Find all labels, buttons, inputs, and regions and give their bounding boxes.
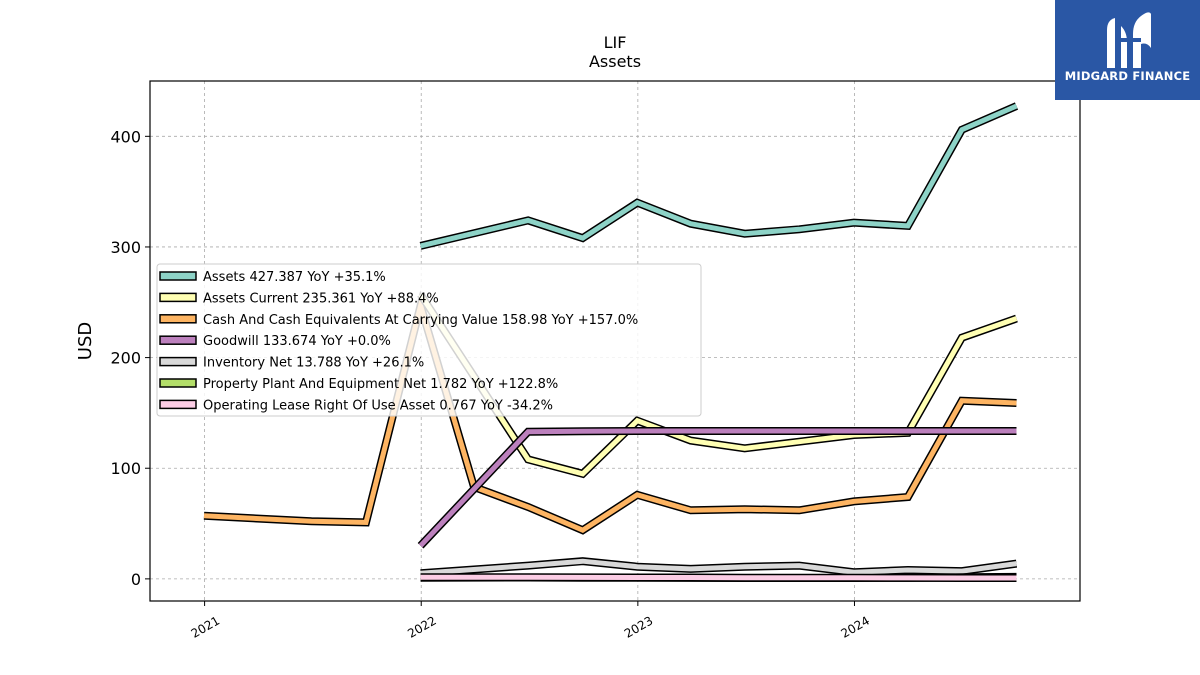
legend-box bbox=[156, 263, 702, 417]
x-tick-label: 2021 bbox=[189, 613, 222, 640]
brand-name: MIDGARD FINANCE bbox=[1064, 69, 1191, 83]
legend: Assets 427.387 YoY +35.1% Assets Current … bbox=[156, 263, 702, 417]
legend-swatch bbox=[159, 378, 197, 388]
legend-swatch bbox=[159, 399, 197, 410]
legend-label: Property Plant And Equipment Net 1.782 Y… bbox=[203, 377, 558, 392]
y-tick-label: 0 bbox=[131, 570, 141, 589]
series-layer bbox=[203, 102, 1019, 582]
legend-label: Cash And Cash Equivalents At Carrying Va… bbox=[203, 313, 638, 328]
series-line-stroke bbox=[418, 293, 1018, 477]
legend-item: Inventory Net 13.788 YoY +26.1% bbox=[159, 356, 424, 371]
legend-item: Property Plant And Equipment Net 1.782 Y… bbox=[159, 377, 558, 392]
x-axis: 2021 2022 2023 2024 bbox=[189, 601, 872, 641]
plot-frame bbox=[149, 80, 1081, 602]
legend-label: Assets Current 235.361 YoY +88.4% bbox=[203, 291, 439, 306]
series-line-stroke bbox=[420, 558, 1017, 576]
series-line-stroke bbox=[203, 296, 1017, 534]
legend-item: Operating Lease Right Of Use Asset 0.767… bbox=[159, 398, 553, 413]
y-axis-label: USD bbox=[75, 322, 96, 360]
y-tick-label: 400 bbox=[110, 127, 141, 146]
series-line bbox=[419, 102, 1019, 250]
y-tick-label: 300 bbox=[110, 238, 141, 257]
chart-title: LIF bbox=[604, 33, 627, 52]
series-line bbox=[420, 557, 1018, 578]
chart-subtitle: Assets bbox=[589, 52, 641, 71]
legend-label: Goodwill 133.674 YoY +0.0% bbox=[203, 334, 391, 349]
legend-label: Inventory Net 13.788 YoY +26.1% bbox=[203, 356, 424, 371]
midgard-logo-icon bbox=[1107, 12, 1151, 68]
series-line bbox=[417, 427, 1017, 549]
x-tick-label: 2023 bbox=[622, 613, 655, 640]
series-line bbox=[417, 292, 1018, 479]
series-line bbox=[420, 573, 1017, 582]
legend-item: Assets 427.387 YoY +35.1% bbox=[159, 270, 386, 285]
x-tick-label: 2022 bbox=[405, 613, 438, 640]
legend-swatch bbox=[159, 314, 197, 324]
legend-label: Assets 427.387 YoY +35.1% bbox=[203, 270, 386, 285]
y-tick-label: 200 bbox=[110, 349, 141, 368]
x-tick-label: 2024 bbox=[839, 613, 872, 640]
series-line bbox=[203, 290, 1017, 535]
series-line-stroke bbox=[420, 103, 1018, 249]
legend-item: Assets Current 235.361 YoY +88.4% bbox=[159, 291, 439, 306]
legend-swatch bbox=[159, 335, 197, 345]
legend-swatch bbox=[159, 356, 197, 367]
y-axis: 0 100 200 300 400 bbox=[110, 127, 150, 589]
brand-logo: MIDGARD FINANCE bbox=[1055, 0, 1200, 100]
series-line-stroke bbox=[418, 428, 1017, 548]
series-line-stroke bbox=[420, 574, 1017, 581]
legend-label: Operating Lease Right Of Use Asset 0.767… bbox=[203, 398, 553, 413]
legend-swatch bbox=[159, 271, 197, 281]
legend-item: Goodwill 133.674 YoY +0.0% bbox=[159, 334, 391, 349]
legend-item: Cash And Cash Equivalents At Carrying Va… bbox=[159, 313, 638, 328]
legend-swatch bbox=[159, 292, 197, 303]
y-tick-label: 100 bbox=[110, 459, 141, 478]
